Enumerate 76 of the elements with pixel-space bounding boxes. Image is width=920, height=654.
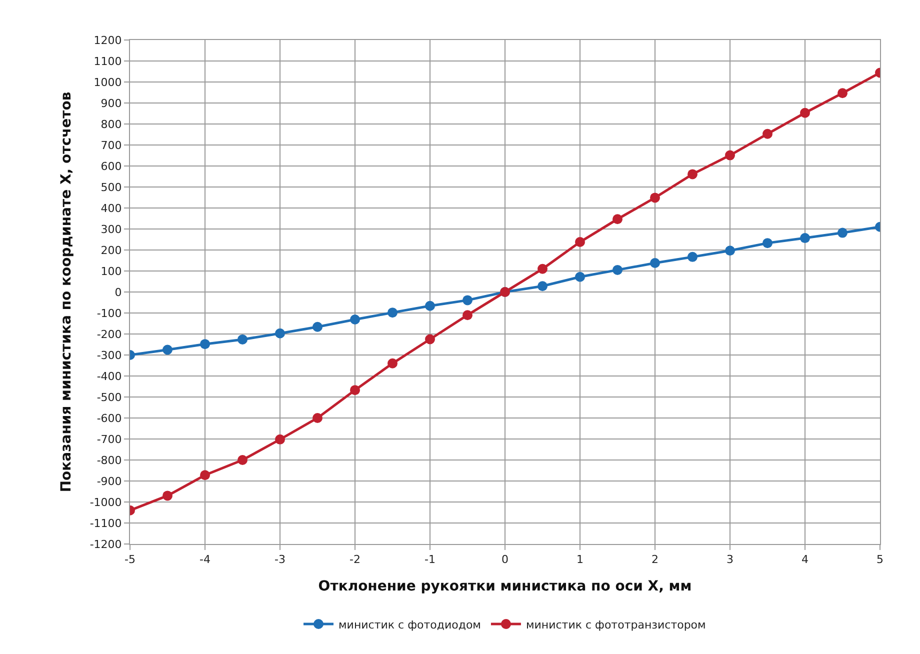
- x-axis-title: Отклонение рукоятки министика по оси X, мм: [318, 578, 692, 594]
- point: [388, 358, 398, 368]
- x-tick-label: 4: [802, 553, 808, 566]
- point: [800, 233, 810, 244]
- point: [350, 314, 360, 325]
- point: [312, 322, 322, 332]
- y-tick-label: 900: [100, 96, 122, 110]
- y-tick-label: 100: [100, 264, 122, 278]
- point: [538, 281, 548, 292]
- x-tick-label: 2: [652, 553, 658, 566]
- point: [538, 264, 548, 274]
- point: [425, 334, 435, 344]
- point: [575, 237, 585, 248]
- point: [312, 413, 322, 423]
- y-tick-label: -1100: [90, 516, 122, 530]
- y-tick-label: -700: [96, 432, 122, 446]
- point: [238, 455, 248, 465]
- point: [762, 238, 772, 248]
- y-tick-label: 1000: [94, 76, 122, 89]
- point: [425, 300, 435, 311]
- x-tick-label: 1: [576, 553, 584, 566]
- y-tick-label: 0: [114, 286, 122, 299]
- x-tick-label: -3: [274, 553, 286, 566]
- point: [838, 88, 848, 98]
- point: [688, 169, 698, 180]
- x-tick-label: -4: [200, 553, 210, 566]
- y-axis-title: Показания министика по координате X, отсчетов: [58, 92, 74, 492]
- x-tick-label: 5: [876, 553, 884, 566]
- y-tick-label: 200: [100, 244, 122, 257]
- y-tick-label: 1100: [94, 54, 122, 68]
- point: [275, 434, 285, 444]
- y-tick-label: 700: [100, 138, 122, 152]
- point: [275, 328, 285, 338]
- y-tick-label: 800: [100, 118, 122, 131]
- y-tick-label: -100: [96, 306, 122, 320]
- point: [725, 246, 735, 256]
- y-tick-label: 300: [100, 222, 122, 236]
- point: [162, 490, 172, 501]
- point: [612, 264, 622, 275]
- y-tick-label: -800: [96, 454, 122, 467]
- legend-label: министик с фототранзистором: [526, 618, 706, 632]
- x-tick-label: -2: [350, 553, 360, 566]
- y-tick-label: 500: [100, 180, 122, 194]
- y-tick-label: 400: [100, 202, 122, 215]
- point: [612, 214, 622, 224]
- point: [388, 308, 398, 318]
- y-tick-label: -400: [96, 370, 122, 383]
- y-tick-label: -1200: [90, 538, 122, 551]
- y-tick-label: -1000: [90, 496, 122, 509]
- point: [838, 228, 848, 238]
- point: [650, 258, 660, 268]
- point: [688, 252, 698, 262]
- x-tick-label: 0: [502, 553, 508, 566]
- point: [200, 470, 210, 480]
- y-tick-label: -300: [96, 348, 122, 362]
- x-tick-label: 3: [726, 553, 734, 566]
- point: [762, 128, 772, 139]
- point: [200, 339, 210, 350]
- y-tick-label: -200: [96, 328, 122, 341]
- point: [462, 310, 472, 320]
- point: [800, 108, 810, 118]
- y-tick-label: 1200: [94, 34, 122, 47]
- point: [575, 272, 585, 282]
- point: [238, 334, 248, 344]
- point: [350, 385, 360, 396]
- y-tick-label: -900: [96, 474, 122, 488]
- x-tick-label: -5: [124, 553, 136, 566]
- y-tick-label: 600: [100, 160, 122, 173]
- point: [725, 150, 735, 160]
- x-tick-label: -1: [424, 553, 436, 566]
- y-tick-label: -600: [96, 412, 122, 425]
- point: [650, 192, 660, 203]
- point: [162, 344, 172, 355]
- point: [462, 295, 472, 306]
- y-tick-label: -500: [96, 390, 122, 404]
- legend-label: министик с фотодиодом: [338, 618, 481, 632]
